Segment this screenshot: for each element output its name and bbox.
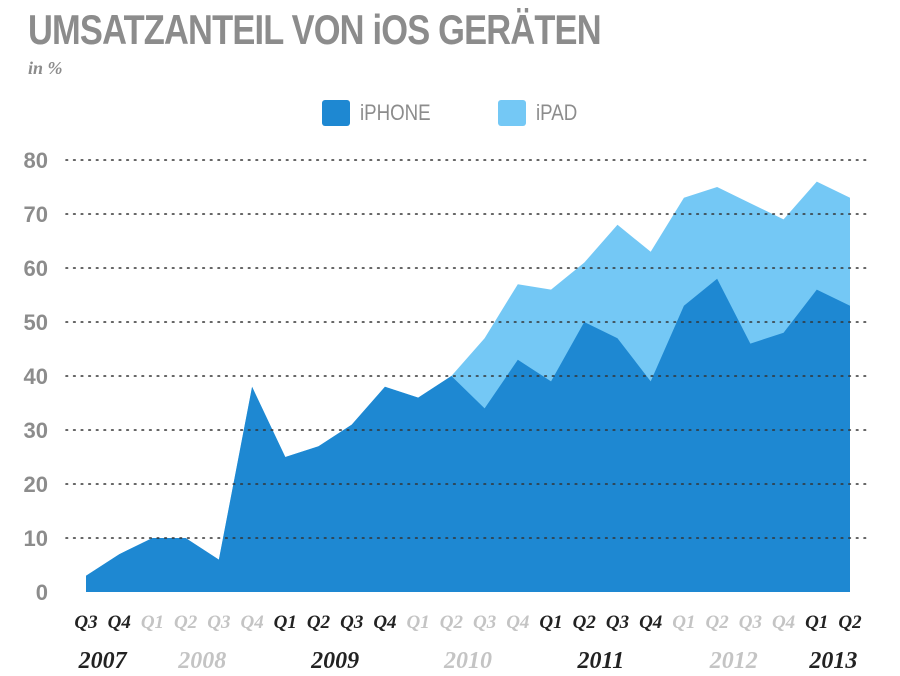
year-label: 2008 (177, 648, 226, 674)
x-tick-label: Q1 (407, 612, 430, 633)
x-tick-label: Q1 (141, 612, 164, 633)
x-tick-label: Q2 (838, 612, 862, 633)
x-tick-label: Q3 (207, 612, 230, 633)
x-tick-label: Q2 (174, 612, 198, 633)
y-tick-label: 40 (24, 364, 48, 389)
x-tick-label: Q3 (739, 612, 762, 633)
x-tick-label: Q3 (74, 612, 97, 633)
x-tick-label: Q4 (772, 612, 795, 633)
x-tick-label: Q3 (606, 612, 629, 633)
x-tick-label: Q1 (274, 612, 297, 633)
legend-swatch-iphone (322, 100, 350, 126)
y-tick-label: 80 (24, 148, 48, 173)
year-label: 2007 (78, 648, 128, 674)
x-tick-label: Q2 (706, 612, 730, 633)
x-tick-label: Q4 (240, 612, 263, 633)
legend-swatch-ipad (498, 100, 526, 126)
x-tick-label: Q3 (473, 612, 496, 633)
y-tick-label: 60 (24, 256, 48, 281)
x-tick-label: Q4 (373, 612, 396, 633)
x-tick-label: Q2 (440, 612, 464, 633)
year-label: 2011 (577, 648, 625, 674)
legend-label-iphone: iPHONE (360, 100, 431, 125)
legend-item-ipad: iPAD (498, 100, 585, 126)
x-tick-label: Q2 (307, 612, 331, 633)
y-tick-label: 30 (24, 418, 48, 443)
x-tick-label: Q1 (672, 612, 695, 633)
legend-label-ipad: iPAD (536, 100, 578, 125)
year-label: 2010 (443, 648, 492, 674)
y-tick-label: 50 (24, 310, 48, 335)
chart-subtitle: in % (28, 58, 63, 78)
year-label: 2009 (310, 648, 359, 674)
x-tick-label: Q4 (639, 612, 662, 633)
chart-title: UMSATZANTEIL VON iOS GERÄTEN (28, 6, 602, 53)
series-area-iphone (86, 278, 850, 592)
y-tick-label: 10 (24, 526, 48, 551)
x-tick-label: Q4 (108, 612, 131, 633)
year-label: 2013 (808, 648, 857, 674)
x-tick-label: Q2 (573, 612, 597, 633)
x-tick-label: Q1 (805, 612, 828, 633)
y-tick-label: 70 (24, 202, 48, 227)
y-tick-label: 0 (36, 580, 48, 605)
y-tick-label: 20 (24, 472, 48, 497)
x-tick-label: Q3 (340, 612, 363, 633)
x-tick-label: Q4 (506, 612, 529, 633)
year-label: 2012 (709, 648, 758, 674)
legend-item-iphone: iPHONE (322, 100, 443, 126)
x-tick-label: Q1 (539, 612, 562, 633)
legend: iPHONE iPAD (0, 100, 900, 130)
